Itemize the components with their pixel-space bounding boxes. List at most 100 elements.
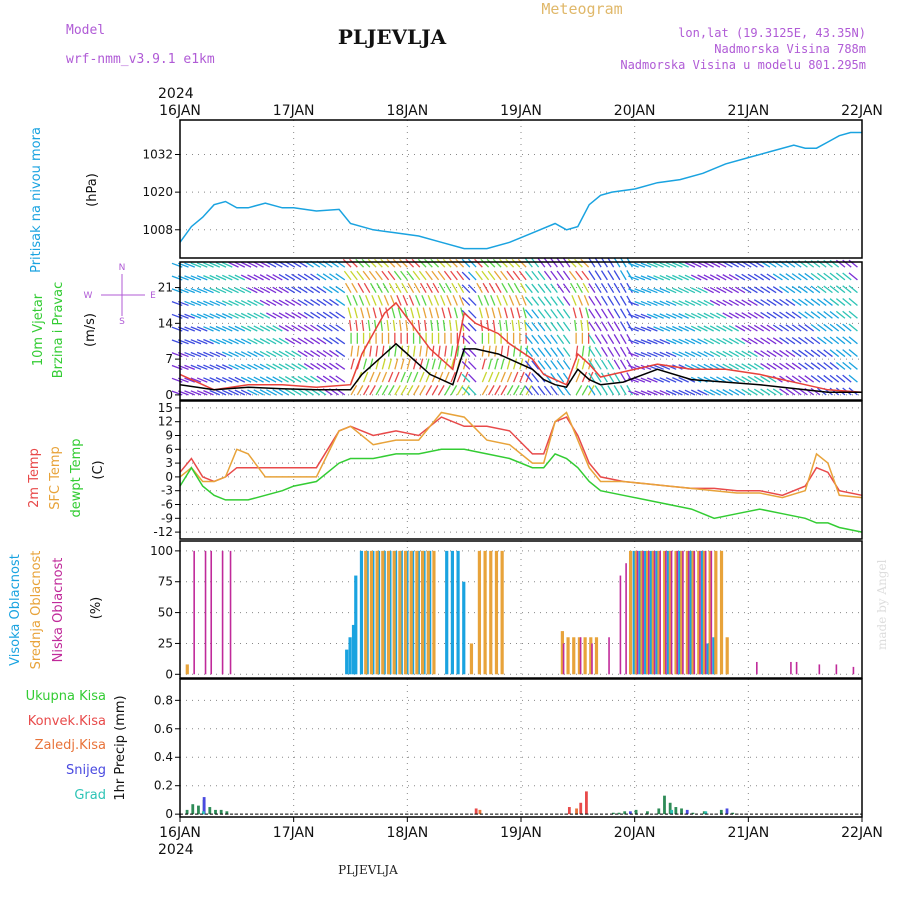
wind-barb (791, 349, 802, 358)
wind-barb (461, 284, 471, 294)
wind-barb (259, 389, 271, 396)
precip-total-bar (617, 812, 621, 815)
wind-barb (322, 324, 333, 332)
pressure-ylabel: Pritisak na nivou mora (29, 127, 44, 273)
y-tick-label: 0 (165, 388, 173, 402)
wind-barb (531, 360, 540, 370)
wind-barb (419, 371, 425, 383)
cloud-high-bar (638, 550, 642, 675)
wind-barb (747, 299, 758, 307)
wind-barb (817, 349, 827, 358)
wind-barb (278, 388, 289, 396)
wind-barb (804, 311, 815, 319)
wind-barb (297, 324, 308, 332)
wind-barb (600, 372, 608, 383)
wind-barb (760, 350, 771, 358)
wind-barb (394, 385, 401, 396)
wind-barb (215, 351, 227, 358)
wind-barb (259, 261, 271, 268)
cloud-high-bar (348, 637, 352, 675)
wind-barb (477, 295, 483, 306)
wind-barb (703, 274, 714, 281)
wind-barb (646, 287, 658, 294)
wind-barb (358, 295, 365, 306)
wind-barb (366, 307, 371, 319)
cloud-mid-bar (560, 631, 564, 675)
wind-barb (222, 389, 233, 396)
cloud-low-bar (642, 550, 644, 675)
cloud-mid-bar (483, 550, 487, 675)
wind-barb (467, 348, 477, 358)
wind-barb (184, 262, 196, 268)
wind-barb (760, 388, 771, 396)
wind-barb (829, 285, 840, 294)
wind-barb (678, 338, 689, 345)
wind-barb (444, 371, 450, 383)
wind-barb (386, 320, 390, 332)
wind-barb (310, 273, 321, 281)
wind-barb (203, 338, 214, 345)
precip-snow-bar (202, 797, 206, 815)
wind-barb (356, 385, 364, 396)
wind-barb (835, 310, 846, 319)
wind-barb (848, 323, 858, 332)
wind-barb (753, 286, 765, 294)
wind-barb (697, 338, 708, 345)
wind-barb (697, 261, 708, 268)
cloud-mid-bar (702, 550, 707, 675)
wind-barb (550, 334, 558, 345)
wind-barb (531, 321, 540, 332)
wind-barb (684, 261, 696, 268)
wind-barb (556, 296, 565, 306)
precip-snow-bar (628, 811, 632, 815)
wind-barb (196, 326, 208, 332)
precip-total-bar (611, 812, 615, 815)
wind-barb (785, 375, 796, 383)
wind-barb (760, 324, 771, 332)
wind-barb (259, 274, 271, 281)
wind-barb (722, 325, 733, 332)
wind-barb (779, 337, 790, 345)
wind-barb (766, 375, 777, 383)
wind-barb (640, 339, 652, 345)
wind-barb (760, 337, 771, 345)
wind-barb (634, 326, 646, 332)
wind-barb (709, 287, 721, 294)
cloud-ylabel3: Niska Oblacnost (51, 558, 66, 663)
precip-graupel-bar (704, 811, 708, 815)
wind-barb (556, 360, 565, 370)
wind-barb (284, 337, 296, 345)
wind-barb (383, 295, 390, 306)
wind-barb (634, 352, 646, 358)
wind-barb (461, 335, 471, 345)
wind-barb (653, 275, 664, 281)
wind-barb (728, 312, 739, 319)
cloud-mid-bar (691, 550, 695, 675)
cloud-mid-bar (420, 550, 425, 675)
wind-barb (467, 360, 477, 370)
wind-barb (728, 363, 739, 370)
wind-barb (310, 299, 321, 306)
wind-barb (798, 362, 808, 370)
legend-konvek-kisa: Konvek.Kisa (28, 714, 106, 729)
model-altitude-label: Nadmorska Visina u modelu 801.295m (620, 58, 866, 72)
wind-barb (804, 336, 815, 345)
cloud-low-bar (756, 661, 758, 675)
cloud-low-bar (653, 550, 656, 675)
wind-barb (722, 350, 733, 358)
wind-barb (247, 376, 258, 383)
wind-barb (215, 300, 227, 307)
wind-barb (703, 299, 714, 307)
wind-barb (360, 307, 365, 319)
wind-barb (716, 312, 727, 319)
wind-barb (266, 286, 277, 294)
cloud-mid-bar (685, 550, 690, 675)
wind-barb (537, 296, 546, 306)
wind-barb (278, 286, 289, 294)
wind-barb (543, 321, 552, 332)
wind-barb (447, 307, 452, 319)
wind-barb (646, 275, 658, 281)
precip-total-bar (634, 809, 638, 815)
precip-total-bar (663, 795, 666, 815)
wind-barb (450, 385, 458, 396)
